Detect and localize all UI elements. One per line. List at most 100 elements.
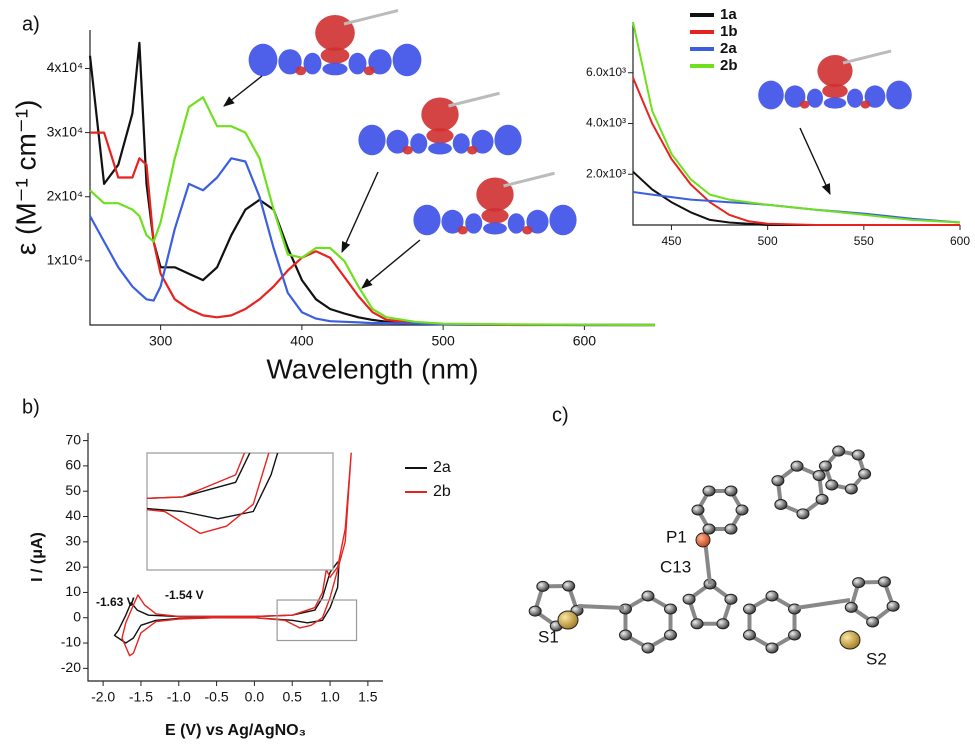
orbital-lobe — [860, 100, 871, 109]
atom — [844, 483, 858, 495]
atom — [716, 618, 730, 630]
orbital-lobe — [295, 66, 307, 76]
orbital-lobe — [758, 80, 784, 110]
atom — [702, 485, 716, 497]
series-line — [121, 452, 352, 657]
orbital-lobe — [483, 222, 507, 235]
legend-label: 2b — [433, 483, 451, 500]
atom — [790, 460, 804, 472]
series-line — [632, 191, 961, 224]
orbital-lobe — [320, 47, 350, 64]
arrow — [223, 75, 263, 107]
atom — [562, 580, 576, 592]
atom — [682, 593, 696, 605]
x-tick-label: 500 — [431, 333, 455, 349]
atom — [765, 590, 779, 602]
panel-label: c) — [552, 404, 569, 426]
phosphorus — [695, 532, 711, 548]
panel-label: b) — [22, 396, 40, 418]
x-tick-label: 0.5 — [282, 689, 302, 705]
atom — [866, 616, 880, 628]
orbital-lobe — [522, 225, 533, 235]
atom — [690, 618, 704, 630]
atom — [724, 523, 738, 535]
x-axis-label: E (V) vs Ag/AgNO₃ — [165, 722, 306, 739]
atom — [742, 603, 756, 615]
x-tick-label: -2.0 — [91, 689, 115, 705]
y-tick-label: -10 — [61, 634, 81, 650]
orbital-lobe — [386, 129, 409, 154]
y-tick-label: 20 — [65, 558, 81, 574]
sulfur — [557, 610, 579, 630]
orbital-lobe — [864, 85, 886, 108]
orbital-lobe — [494, 124, 522, 156]
atom-label: P1 — [666, 527, 687, 546]
atom — [528, 605, 542, 617]
x-tick-label: 550 — [854, 234, 874, 248]
y-tick-label: 10 — [65, 583, 81, 599]
substituent — [448, 91, 500, 108]
orbital-lobe — [358, 124, 386, 156]
orbital-lobe — [278, 49, 302, 75]
atom — [815, 493, 829, 505]
series-line — [89, 96, 656, 327]
substituent — [503, 171, 555, 188]
y-tick-label: 70 — [65, 431, 81, 447]
y-tick-label: 6.0x10³ — [586, 65, 626, 79]
orbital-lobe — [784, 85, 806, 108]
series-line — [147, 453, 270, 535]
orbital-lobe — [465, 213, 483, 234]
plot: 300 400 500 600 1x10⁴ 2x10⁴ 3x10⁴ 4x10⁴ Waveleng… — [10, 6, 737, 384]
atom — [742, 629, 756, 641]
x-tick-label: 500 — [758, 234, 778, 248]
legend-label: 1a — [720, 6, 737, 23]
atom — [724, 485, 738, 497]
x-tick-label: 0.0 — [245, 689, 265, 705]
orbital-lobe — [822, 83, 848, 99]
atom — [702, 523, 716, 535]
atom — [664, 629, 678, 641]
zoom-box — [276, 599, 358, 642]
orbital-lobe — [392, 43, 422, 77]
orbital-lobe — [817, 55, 853, 87]
inset-plot — [147, 453, 279, 535]
y-tick-label: 60 — [65, 457, 81, 473]
orbital-lobe — [413, 204, 441, 236]
series-line — [632, 21, 961, 224]
orbital-lobe — [481, 208, 509, 224]
x-tick-label: 300 — [149, 333, 173, 349]
arrow — [799, 127, 831, 196]
crystal-structure — [528, 445, 900, 654]
x-tick-label: 400 — [290, 333, 314, 349]
atom-label: S2 — [866, 649, 887, 668]
series-line — [632, 77, 960, 226]
orbital-lobe — [476, 177, 514, 212]
axis — [632, 22, 960, 226]
series-line — [90, 131, 655, 327]
y-tick-label: 1x10⁴ — [47, 252, 83, 268]
arrow — [361, 239, 421, 289]
x-tick-label: -1.5 — [129, 689, 153, 705]
orbital-lobe — [428, 142, 452, 155]
annotation: -1.63 V — [96, 595, 135, 609]
y-tick-label: 4x10⁴ — [47, 59, 83, 75]
orbital-lobe — [807, 88, 823, 108]
atom — [796, 508, 810, 520]
x-tick-label: -1.0 — [167, 689, 191, 705]
atom — [536, 580, 550, 592]
legend-label: 2a — [433, 459, 451, 476]
y-tick-label: 50 — [65, 482, 81, 498]
orbital-lobe — [526, 209, 549, 234]
orbital-lobe — [402, 145, 413, 155]
legend-label: 2b — [720, 57, 738, 74]
y-tick-label: 2x10⁴ — [47, 187, 83, 203]
y-tick-label: -20 — [61, 659, 81, 675]
x-tick-label: 600 — [573, 333, 597, 349]
orbital-lobe — [426, 128, 454, 144]
series-line — [113, 561, 340, 644]
panel-label: a) — [22, 13, 40, 35]
orbital-lobe — [363, 66, 375, 76]
orbital-lobe — [467, 145, 478, 155]
